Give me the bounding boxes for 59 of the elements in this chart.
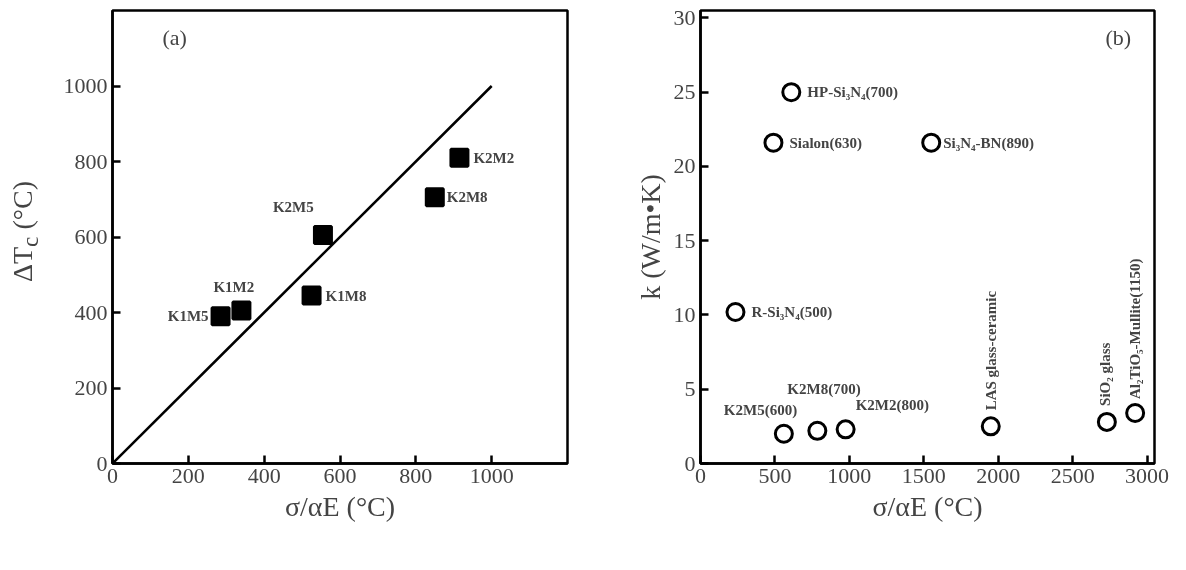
point — [725, 302, 746, 322]
annotation: Si₃N₄-BN(890) — [943, 134, 1034, 152]
y-tick-label: 10 — [673, 301, 696, 327]
x-tick-label: 2500 — [1050, 462, 1095, 488]
annotation: K2M2 — [473, 149, 515, 166]
y-tick-label: 30 — [673, 4, 696, 30]
annotation: K2M5 — [272, 199, 314, 216]
annotation: K2M5(600) — [723, 401, 798, 419]
annotation: HP-Si₃N₄(700) — [807, 84, 898, 102]
annotation: K2M8 — [446, 189, 488, 206]
x-tick-label: 2000 — [976, 462, 1021, 488]
point — [312, 225, 333, 246]
x-axis-title: σ/αE (°C) — [872, 490, 983, 522]
y-tick-label: 25 — [673, 79, 696, 105]
point — [773, 423, 794, 444]
point — [449, 147, 470, 168]
point — [835, 419, 856, 440]
x-tick-label: 400 — [247, 462, 281, 488]
point — [921, 132, 942, 153]
y-tick-label: 1000 — [63, 73, 108, 98]
annotation: K2M2(800) — [855, 397, 929, 415]
annotation: Sialon(630) — [789, 134, 862, 152]
x-tick-label: 1000 — [469, 462, 514, 488]
x-tick-label: 1500 — [901, 462, 946, 488]
point — [301, 285, 322, 306]
x-tick-label: 800 — [399, 462, 433, 488]
x-tick-label: 3000 — [1125, 462, 1170, 488]
annotation: Al₂TiO₅-Mullite(1150) — [1127, 258, 1145, 399]
y-tick-label: 200 — [74, 375, 108, 400]
y-tick-label: 20 — [673, 153, 696, 179]
annotation: (a) — [162, 24, 187, 50]
annotation: LAS glass-ceramic — [982, 290, 999, 411]
annotation: K1M2 — [213, 278, 255, 295]
point — [807, 420, 828, 441]
y-tick-label: 400 — [74, 299, 108, 325]
x-axis-title: σ/αE (°C) — [284, 490, 396, 522]
y-axis-title: k (W/m•K) — [634, 174, 666, 300]
point — [424, 187, 445, 208]
x-tick-label: 200 — [171, 462, 205, 488]
annotation: R-Si₃N₄(500) — [751, 304, 833, 321]
point — [1096, 411, 1117, 432]
annotation: SiO₂ glass — [1096, 342, 1113, 406]
point — [763, 132, 784, 153]
x-tick-label: 600 — [323, 462, 357, 488]
y-tick-label: 600 — [74, 224, 108, 249]
point — [781, 82, 802, 103]
annotation: K1M8 — [325, 287, 367, 304]
y-tick-label: 800 — [74, 148, 108, 174]
x-tick-label: 1000 — [827, 462, 872, 488]
point — [231, 300, 252, 321]
point — [980, 416, 1001, 437]
x-tick-label: 500 — [758, 462, 792, 488]
annotation: K2M8(700) — [787, 380, 861, 398]
y-tick-label: 15 — [673, 227, 696, 253]
annotation: K1M5 — [167, 308, 209, 325]
point — [1125, 403, 1146, 423]
annotation: (b) — [1105, 24, 1132, 50]
point — [210, 306, 231, 327]
y-tick-label: 5 — [684, 376, 696, 402]
